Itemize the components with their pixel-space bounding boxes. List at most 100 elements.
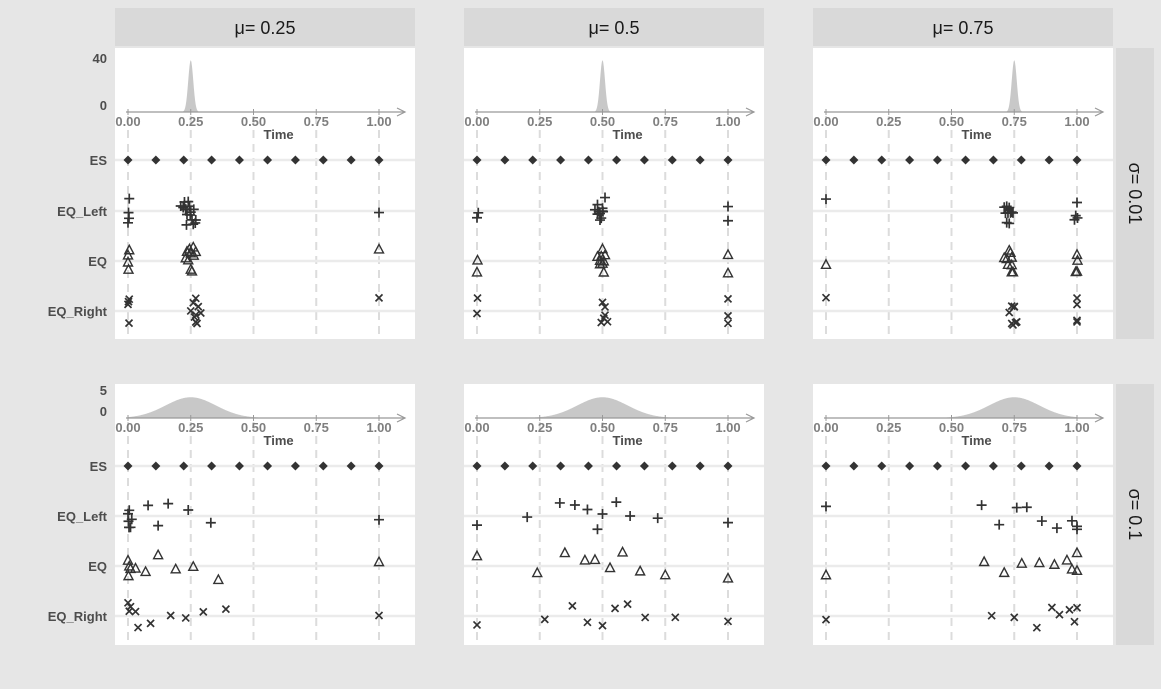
point-es	[556, 461, 566, 471]
point-es	[695, 461, 705, 471]
point-eq-left	[582, 504, 593, 515]
point-es	[612, 461, 622, 471]
point-eq	[1071, 248, 1083, 260]
point-es	[318, 461, 328, 471]
panel-0-2: 0.00 0.25 0.50 0.75 1.00 Time	[813, 48, 1113, 339]
point-eq-left	[625, 510, 636, 521]
point-eq	[129, 562, 142, 573]
point-eq-left	[597, 203, 608, 214]
point-eq-right	[623, 600, 632, 609]
x-axis-arrow	[745, 107, 756, 117]
strip-label-col-2: μ= 0.75	[933, 18, 994, 38]
point-eq-right	[123, 598, 133, 607]
point-es	[583, 155, 593, 165]
point-eq	[1066, 562, 1078, 574]
strip-row-1	[1116, 384, 1154, 645]
panel-bg	[813, 384, 1113, 645]
point-es	[723, 155, 733, 165]
point-eq	[373, 555, 385, 567]
panel-bg	[115, 384, 415, 645]
point-es	[988, 155, 998, 165]
strip-col-0	[115, 8, 415, 46]
density-area	[826, 397, 1077, 418]
strip-label-col-0: μ= 0.25	[235, 18, 296, 38]
point-eq-left	[1072, 521, 1082, 532]
point-eq-right	[723, 319, 733, 328]
point-eq	[1061, 553, 1073, 565]
point-eq-right	[181, 613, 190, 623]
x-axis-arrow	[1094, 107, 1105, 117]
x-tick-label: 0.25	[527, 114, 552, 129]
x-tick-label: 0.25	[876, 420, 901, 435]
point-es	[877, 461, 887, 471]
x-axis-arrow	[396, 107, 407, 117]
point-eq	[1016, 557, 1028, 568]
y-label-EQ: EQ	[88, 559, 107, 574]
point-es	[263, 155, 273, 165]
point-eq-right	[124, 297, 133, 306]
point-eq-left	[185, 210, 196, 221]
point-eq-left	[821, 501, 831, 512]
point-eq	[722, 248, 734, 260]
point-eq	[998, 566, 1010, 578]
point-eq	[616, 545, 629, 557]
point-es	[1044, 155, 1054, 165]
point-eq-right	[598, 621, 607, 630]
point-eq-right	[196, 308, 205, 318]
point-eq-right	[600, 302, 610, 312]
x-tick-label: 0.75	[1002, 114, 1027, 129]
point-es	[932, 461, 942, 471]
point-es	[500, 461, 510, 471]
point-eq-left	[976, 500, 987, 511]
point-eq-left	[124, 213, 135, 224]
point-es	[528, 155, 538, 165]
point-eq-right	[1072, 317, 1082, 327]
point-eq-left	[205, 517, 216, 528]
point-es	[1016, 155, 1026, 165]
point-eq-left	[472, 520, 482, 531]
point-eq	[122, 263, 135, 274]
point-eq-right	[597, 318, 606, 327]
point-eq	[589, 553, 601, 565]
point-eq-left	[1021, 502, 1032, 513]
point-eq-right	[1072, 293, 1082, 303]
point-eq-right	[1032, 623, 1041, 632]
point-eq-left	[1011, 502, 1022, 513]
panel-bg	[464, 48, 764, 339]
point-eq-right	[166, 611, 175, 620]
point-eq-right	[133, 623, 143, 632]
y-label-EQ_Left: EQ_Left	[57, 204, 108, 219]
x-tick-label: 0.25	[178, 114, 203, 129]
x-axis-title: Time	[962, 433, 992, 448]
y-label-EQ_Right: EQ_Right	[48, 304, 108, 319]
point-es	[821, 155, 831, 165]
x-axis-arrow	[396, 413, 407, 423]
point-es	[290, 461, 300, 471]
point-eq	[559, 546, 571, 558]
point-eq-left	[181, 219, 192, 230]
panel-1-2: 0.00 0.25 0.50 0.75 1.00 Time	[813, 384, 1113, 645]
point-eq-left	[1051, 523, 1062, 534]
point-eq-right	[987, 611, 996, 620]
point-eq-right	[641, 613, 650, 622]
point-es	[528, 461, 538, 471]
point-es	[500, 155, 510, 165]
point-eq	[183, 242, 196, 254]
point-eq-left	[569, 499, 580, 510]
point-eq	[1002, 258, 1014, 270]
point-eq	[998, 251, 1010, 263]
panel-0-0: 0.00 0.25 0.50 0.75 1.00 Time	[115, 48, 415, 339]
point-es	[151, 461, 161, 471]
point-eq-right	[131, 607, 140, 616]
point-es	[374, 155, 384, 165]
point-es	[1044, 461, 1054, 471]
y-label-EQ_Left: EQ_Left	[57, 509, 108, 524]
x-tick-label: 0.50	[939, 114, 964, 129]
point-es	[234, 155, 244, 165]
x-tick-label: 0.50	[241, 420, 266, 435]
point-eq-right	[610, 604, 620, 613]
density-tick-max: 5	[100, 383, 107, 398]
point-eq	[471, 265, 483, 277]
density-tick-zero: 0	[100, 98, 107, 113]
x-axis-title: Time	[264, 433, 294, 448]
